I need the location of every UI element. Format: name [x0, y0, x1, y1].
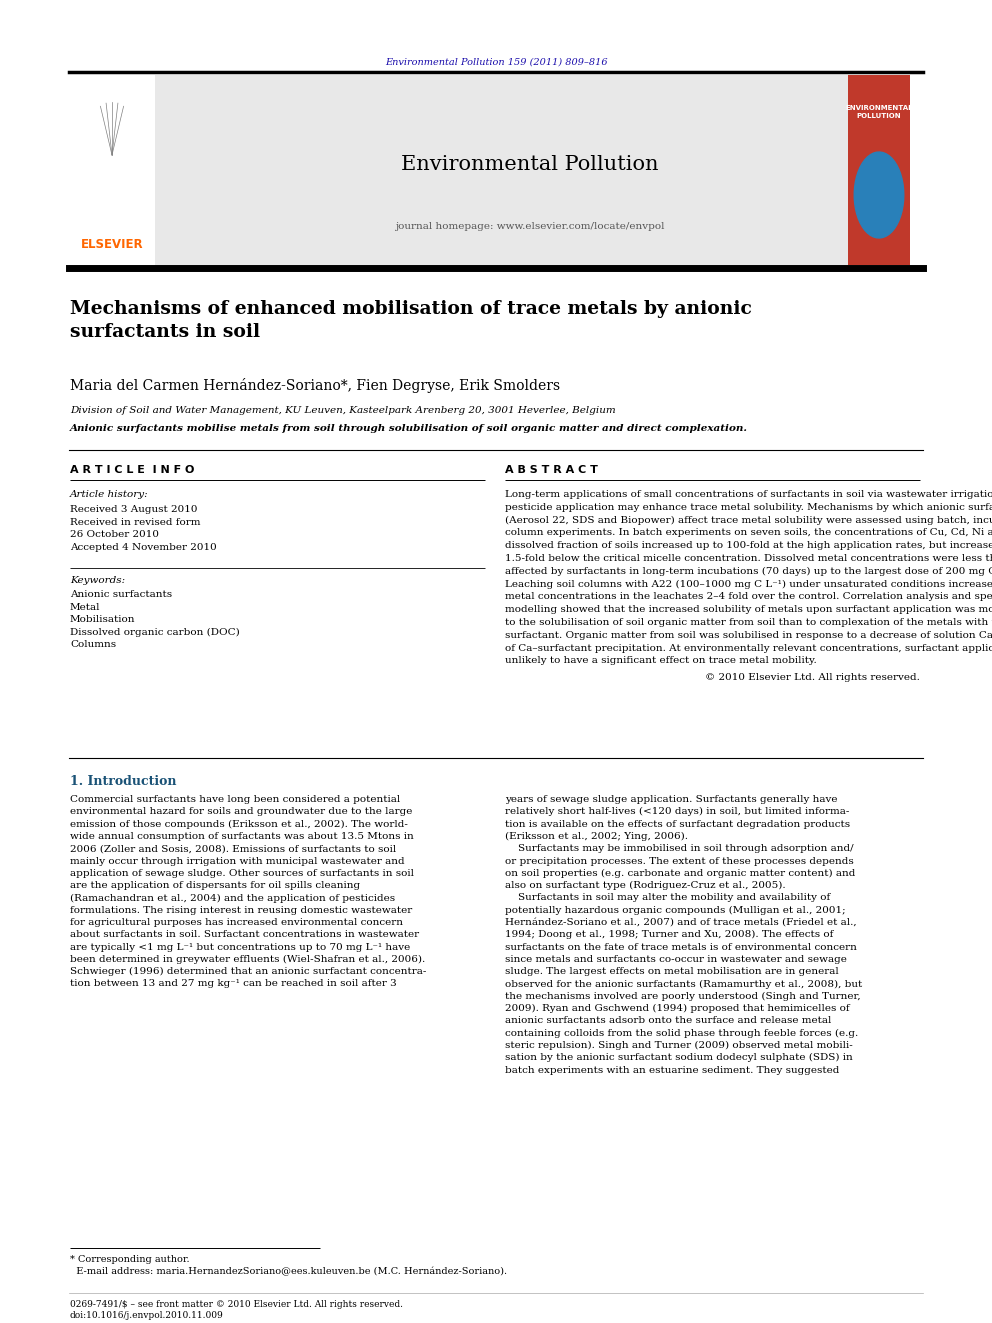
Text: (Eriksson et al., 2002; Ying, 2006).: (Eriksson et al., 2002; Ying, 2006).: [505, 832, 688, 841]
Text: surfactants on the fate of trace metals is of environmental concern: surfactants on the fate of trace metals …: [505, 942, 857, 951]
Text: Hernández-Soriano et al., 2007) and of trace metals (Friedel et al.,: Hernández-Soriano et al., 2007) and of t…: [505, 918, 857, 927]
Text: 26 October 2010: 26 October 2010: [70, 531, 159, 538]
Text: 1.5-fold below the critical micelle concentration. Dissolved metal concentration: 1.5-fold below the critical micelle conc…: [505, 554, 992, 564]
Text: Received in revised form: Received in revised form: [70, 519, 200, 527]
Text: Schwieger (1996) determined that an anionic surfactant concentra-: Schwieger (1996) determined that an anio…: [70, 967, 427, 976]
Text: also on surfactant type (Rodriguez-Cruz et al., 2005).: also on surfactant type (Rodriguez-Cruz …: [505, 881, 786, 890]
Text: 0269-7491/$ – see front matter © 2010 Elsevier Ltd. All rights reserved.: 0269-7491/$ – see front matter © 2010 El…: [70, 1301, 403, 1308]
Text: Metal: Metal: [70, 602, 100, 611]
Text: Maria del Carmen Hernández-Soriano*, Fien Degryse, Erik Smolders: Maria del Carmen Hernández-Soriano*, Fie…: [70, 378, 560, 393]
Text: unlikely to have a significant effect on trace metal mobility.: unlikely to have a significant effect on…: [505, 656, 816, 665]
FancyBboxPatch shape: [70, 75, 155, 265]
Text: doi:10.1016/j.envpol.2010.11.009: doi:10.1016/j.envpol.2010.11.009: [70, 1311, 224, 1320]
Text: journal homepage: www.elsevier.com/locate/envpol: journal homepage: www.elsevier.com/locat…: [395, 222, 665, 232]
Text: since metals and surfactants co-occur in wastewater and sewage: since metals and surfactants co-occur in…: [505, 955, 847, 964]
Text: 1. Introduction: 1. Introduction: [70, 775, 177, 789]
Text: modelling showed that the increased solubility of metals upon surfactant applica: modelling showed that the increased solu…: [505, 605, 992, 614]
Text: formulations. The rising interest in reusing domestic wastewater: formulations. The rising interest in reu…: [70, 906, 413, 914]
Text: are typically <1 mg L⁻¹ but concentrations up to 70 mg L⁻¹ have: are typically <1 mg L⁻¹ but concentratio…: [70, 942, 411, 951]
Text: sation by the anionic surfactant sodium dodecyl sulphate (SDS) in: sation by the anionic surfactant sodium …: [505, 1053, 853, 1062]
Text: application of sewage sludge. Other sources of surfactants in soil: application of sewage sludge. Other sour…: [70, 869, 414, 877]
Text: 2006 (Zoller and Sosis, 2008). Emissions of surfactants to soil: 2006 (Zoller and Sosis, 2008). Emissions…: [70, 844, 396, 853]
Text: * Corresponding author.: * Corresponding author.: [70, 1256, 189, 1263]
Text: Received 3 August 2010: Received 3 August 2010: [70, 505, 197, 515]
Text: mainly occur through irrigation with municipal wastewater and: mainly occur through irrigation with mun…: [70, 856, 405, 865]
Text: Environmental Pollution 159 (2011) 809–816: Environmental Pollution 159 (2011) 809–8…: [385, 58, 607, 67]
Text: affected by surfactants in long-term incubations (70 days) up to the largest dos: affected by surfactants in long-term inc…: [505, 566, 992, 576]
Text: Accepted 4 November 2010: Accepted 4 November 2010: [70, 542, 216, 552]
Text: Environmental Pollution: Environmental Pollution: [401, 155, 659, 175]
FancyBboxPatch shape: [848, 75, 910, 265]
Text: Division of Soil and Water Management, KU Leuven, Kasteelpark Arenberg 20, 3001 : Division of Soil and Water Management, K…: [70, 406, 616, 415]
Text: or precipitation processes. The extent of these processes depends: or precipitation processes. The extent o…: [505, 856, 854, 865]
Text: on soil properties (e.g. carbonate and organic matter content) and: on soil properties (e.g. carbonate and o…: [505, 869, 855, 878]
Text: Surfactants may be immobilised in soil through adsorption and/: Surfactants may be immobilised in soil t…: [505, 844, 854, 853]
Text: anionic surfactants adsorb onto the surface and release metal: anionic surfactants adsorb onto the surf…: [505, 1016, 831, 1025]
Text: Surfactants in soil may alter the mobility and availability of: Surfactants in soil may alter the mobili…: [505, 893, 830, 902]
Text: metal concentrations in the leachates 2–4 fold over the control. Correlation ana: metal concentrations in the leachates 2–…: [505, 593, 992, 602]
Text: steric repulsion). Singh and Turner (2009) observed metal mobili-: steric repulsion). Singh and Turner (200…: [505, 1041, 853, 1050]
Text: about surfactants in soil. Surfactant concentrations in wastewater: about surfactants in soil. Surfactant co…: [70, 930, 420, 939]
Text: surfactant. Organic matter from soil was solubilised in response to a decrease o: surfactant. Organic matter from soil was…: [505, 631, 992, 640]
Text: wide annual consumption of surfactants was about 13.5 Mtons in: wide annual consumption of surfactants w…: [70, 832, 414, 841]
Text: column experiments. In batch experiments on seven soils, the concentrations of C: column experiments. In batch experiments…: [505, 528, 992, 537]
Text: A R T I C L E  I N F O: A R T I C L E I N F O: [70, 464, 194, 475]
Text: are the application of dispersants for oil spills cleaning: are the application of dispersants for o…: [70, 881, 360, 890]
Text: Mechanisms of enhanced mobilisation of trace metals by anionic
surfactants in so: Mechanisms of enhanced mobilisation of t…: [70, 300, 752, 341]
Text: 2009). Ryan and Gschwend (1994) proposed that hemimicelles of: 2009). Ryan and Gschwend (1994) proposed…: [505, 1004, 849, 1013]
Text: Long-term applications of small concentrations of surfactants in soil via wastew: Long-term applications of small concentr…: [505, 490, 992, 499]
Text: Keywords:: Keywords:: [70, 576, 125, 585]
Text: Anionic surfactants mobilise metals from soil through solubilisation of soil org: Anionic surfactants mobilise metals from…: [70, 423, 748, 433]
Text: potentially hazardous organic compounds (Mulligan et al., 2001;: potentially hazardous organic compounds …: [505, 906, 845, 914]
Text: batch experiments with an estuarine sediment. They suggested: batch experiments with an estuarine sedi…: [505, 1065, 839, 1074]
Text: (Ramachandran et al., 2004) and the application of pesticides: (Ramachandran et al., 2004) and the appl…: [70, 893, 395, 902]
Text: been determined in greywater effluents (Wiel-Shafran et al., 2006).: been determined in greywater effluents (…: [70, 955, 426, 964]
Text: to the solubilisation of soil organic matter from soil than to complexation of t: to the solubilisation of soil organic ma…: [505, 618, 992, 627]
Text: environmental hazard for soils and groundwater due to the large: environmental hazard for soils and groun…: [70, 807, 413, 816]
Text: Anionic surfactants: Anionic surfactants: [70, 590, 173, 599]
Text: 1994; Doong et al., 1998; Turner and Xu, 2008). The effects of: 1994; Doong et al., 1998; Turner and Xu,…: [505, 930, 833, 939]
Text: Dissolved organic carbon (DOC): Dissolved organic carbon (DOC): [70, 627, 240, 636]
Text: pesticide application may enhance trace metal solubility. Mechanisms by which an: pesticide application may enhance trace …: [505, 503, 992, 512]
Text: Leaching soil columns with A22 (100–1000 mg C L⁻¹) under unsaturated conditions : Leaching soil columns with A22 (100–1000…: [505, 579, 992, 589]
Text: years of sewage sludge application. Surfactants generally have: years of sewage sludge application. Surf…: [505, 795, 837, 804]
Polygon shape: [854, 152, 904, 238]
Text: sludge. The largest effects on metal mobilisation are in general: sludge. The largest effects on metal mob…: [505, 967, 839, 976]
Text: containing colloids from the solid phase through feeble forces (e.g.: containing colloids from the solid phase…: [505, 1029, 858, 1037]
Text: tion is available on the effects of surfactant degradation products: tion is available on the effects of surf…: [505, 820, 850, 828]
Text: Commercial surfactants have long been considered a potential: Commercial surfactants have long been co…: [70, 795, 400, 804]
FancyBboxPatch shape: [70, 75, 910, 265]
Text: © 2010 Elsevier Ltd. All rights reserved.: © 2010 Elsevier Ltd. All rights reserved…: [705, 673, 920, 683]
Text: ENVIRONMENTAL
POLLUTION: ENVIRONMENTAL POLLUTION: [845, 105, 913, 119]
Text: for agricultural purposes has increased environmental concern: for agricultural purposes has increased …: [70, 918, 403, 927]
Text: Columns: Columns: [70, 640, 116, 650]
Text: E-mail address: maria.HernandezSoriano@ees.kuleuven.be (M.C. Hernández-Soriano).: E-mail address: maria.HernandezSoriano@e…: [70, 1267, 507, 1277]
Text: emission of those compounds (Eriksson et al., 2002). The world-: emission of those compounds (Eriksson et…: [70, 820, 408, 828]
Text: tion between 13 and 27 mg kg⁻¹ can be reached in soil after 3: tion between 13 and 27 mg kg⁻¹ can be re…: [70, 979, 397, 988]
Text: observed for the anionic surfactants (Ramamurthy et al., 2008), but: observed for the anionic surfactants (Ra…: [505, 979, 862, 988]
Text: ELSEVIER: ELSEVIER: [80, 238, 143, 251]
Text: the mechanisms involved are poorly understood (Singh and Turner,: the mechanisms involved are poorly under…: [505, 992, 861, 1002]
Text: A B S T R A C T: A B S T R A C T: [505, 464, 598, 475]
Text: dissolved fraction of soils increased up to 100-fold at the high application rat: dissolved fraction of soils increased up…: [505, 541, 992, 550]
Text: relatively short half-lives (<120 days) in soil, but limited informa-: relatively short half-lives (<120 days) …: [505, 807, 849, 816]
Text: Mobilisation: Mobilisation: [70, 615, 136, 624]
Text: Article history:: Article history:: [70, 490, 149, 499]
Text: of Ca–surfactant precipitation. At environmentally relevant concentrations, surf: of Ca–surfactant precipitation. At envir…: [505, 643, 992, 652]
Text: (Aerosol 22, SDS and Biopower) affect trace metal solubility were assessed using: (Aerosol 22, SDS and Biopower) affect tr…: [505, 516, 992, 525]
